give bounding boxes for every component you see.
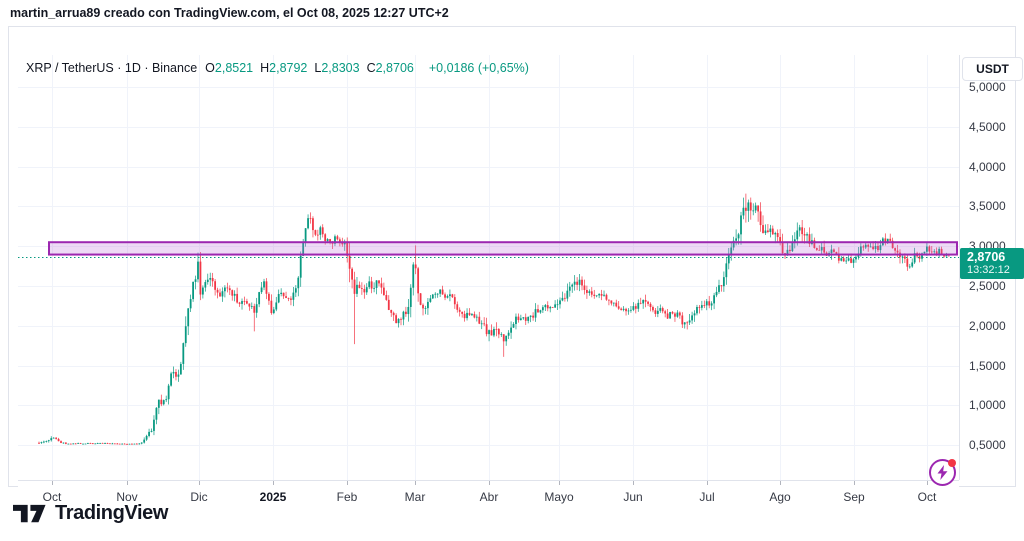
ohlc-item: O2,8521 bbox=[205, 61, 254, 75]
ohlc-item: L2,8303 bbox=[314, 61, 360, 75]
time-tick-label: Dic bbox=[190, 490, 208, 504]
price-change: +0,0186 (+0,65%) bbox=[428, 61, 529, 75]
time-tick-label: Ago bbox=[769, 490, 791, 504]
time-tick-label: Sep bbox=[843, 490, 865, 504]
price-tick-label: 3,5000 bbox=[969, 199, 1006, 214]
price-tick-label: 2,0000 bbox=[969, 318, 1006, 333]
time-tick-label: Jul bbox=[699, 490, 715, 504]
time-tick-mark bbox=[273, 481, 274, 485]
time-axis[interactable]: Oct Nov Dic 2025 Feb Mar Abr Mayo Jun Jul Ago Sep Oc… bbox=[18, 480, 959, 513]
time-tick-label: Jun bbox=[623, 490, 643, 504]
time-tick-label: Oct bbox=[917, 490, 937, 504]
price-tick-label: 5,0000 bbox=[969, 80, 1006, 94]
price-tick-label: 4,0000 bbox=[969, 159, 1006, 174]
symbol-title[interactable]: XRP / TetherUS · 1D · Binance bbox=[26, 61, 198, 75]
time-tick-mark bbox=[52, 481, 53, 485]
ohlc-item: H2,8792 bbox=[260, 61, 308, 75]
ohlc-item: C2,8706 bbox=[366, 61, 414, 75]
time-tick-mark bbox=[780, 481, 781, 485]
lightning-bolt-icon bbox=[937, 465, 948, 480]
time-tick-mark bbox=[489, 481, 490, 485]
flash-ideas-button[interactable] bbox=[929, 459, 956, 486]
time-tick-mark bbox=[633, 481, 634, 485]
time-tick-label: Oct bbox=[42, 490, 62, 504]
time-tick-label: 2025 bbox=[259, 490, 287, 504]
last-price-badge: 2,8706 13:32:12 bbox=[960, 247, 1024, 279]
time-tick-mark bbox=[415, 481, 416, 485]
time-tick-mark bbox=[854, 481, 855, 485]
time-tick-mark bbox=[127, 481, 128, 485]
currency-toggle-button[interactable]: USDT bbox=[962, 57, 1023, 81]
time-tick-mark bbox=[927, 481, 928, 485]
ohlc-values: O2,8521 H2,8792 L2,8303 C2,8706 bbox=[205, 61, 421, 75]
time-tick-label: Nov bbox=[116, 490, 138, 504]
time-tick-mark bbox=[559, 481, 560, 485]
bar-countdown: 13:32:12 bbox=[967, 263, 1010, 276]
price-tick-label: 0,5000 bbox=[969, 438, 1006, 453]
price-tick-label: 1,5000 bbox=[969, 358, 1006, 373]
time-tick-label: Mar bbox=[404, 490, 426, 504]
time-tick-label: Abr bbox=[479, 490, 499, 504]
tradingview-logo-icon bbox=[13, 504, 46, 522]
brand-name: TradingView bbox=[55, 502, 169, 524]
price-axis[interactable]: 5,0000 4,5000 4,0000 3,5000 3,0000 2,5000 2,00… bbox=[959, 55, 1024, 480]
attribution-text: martin_arrua89 creado con TradingView.co… bbox=[10, 6, 449, 20]
time-tick-label: Feb bbox=[336, 490, 358, 504]
time-tick-mark bbox=[707, 481, 708, 485]
price-chart-canvas[interactable] bbox=[18, 55, 959, 480]
currency-label: USDT bbox=[976, 62, 1009, 76]
time-tick-label: Mayo bbox=[544, 490, 574, 504]
time-tick-mark bbox=[199, 481, 200, 485]
price-tick-label: 1,0000 bbox=[969, 398, 1006, 413]
price-tick-label: 4,5000 bbox=[969, 119, 1006, 134]
time-tick-mark bbox=[347, 481, 348, 485]
notification-dot bbox=[948, 459, 956, 467]
symbol-header: XRP / TetherUS · 1D · Binance O2,8521 H2,… bbox=[26, 61, 529, 75]
brand-footer[interactable]: TradingView bbox=[13, 502, 168, 525]
price-tick-label: 2,5000 bbox=[969, 279, 1006, 293]
chart-panel: XRP / TetherUS · 1D · Binance O2,8521 H2,… bbox=[8, 26, 1024, 513]
last-price-value: 2,8706 bbox=[967, 249, 1006, 264]
